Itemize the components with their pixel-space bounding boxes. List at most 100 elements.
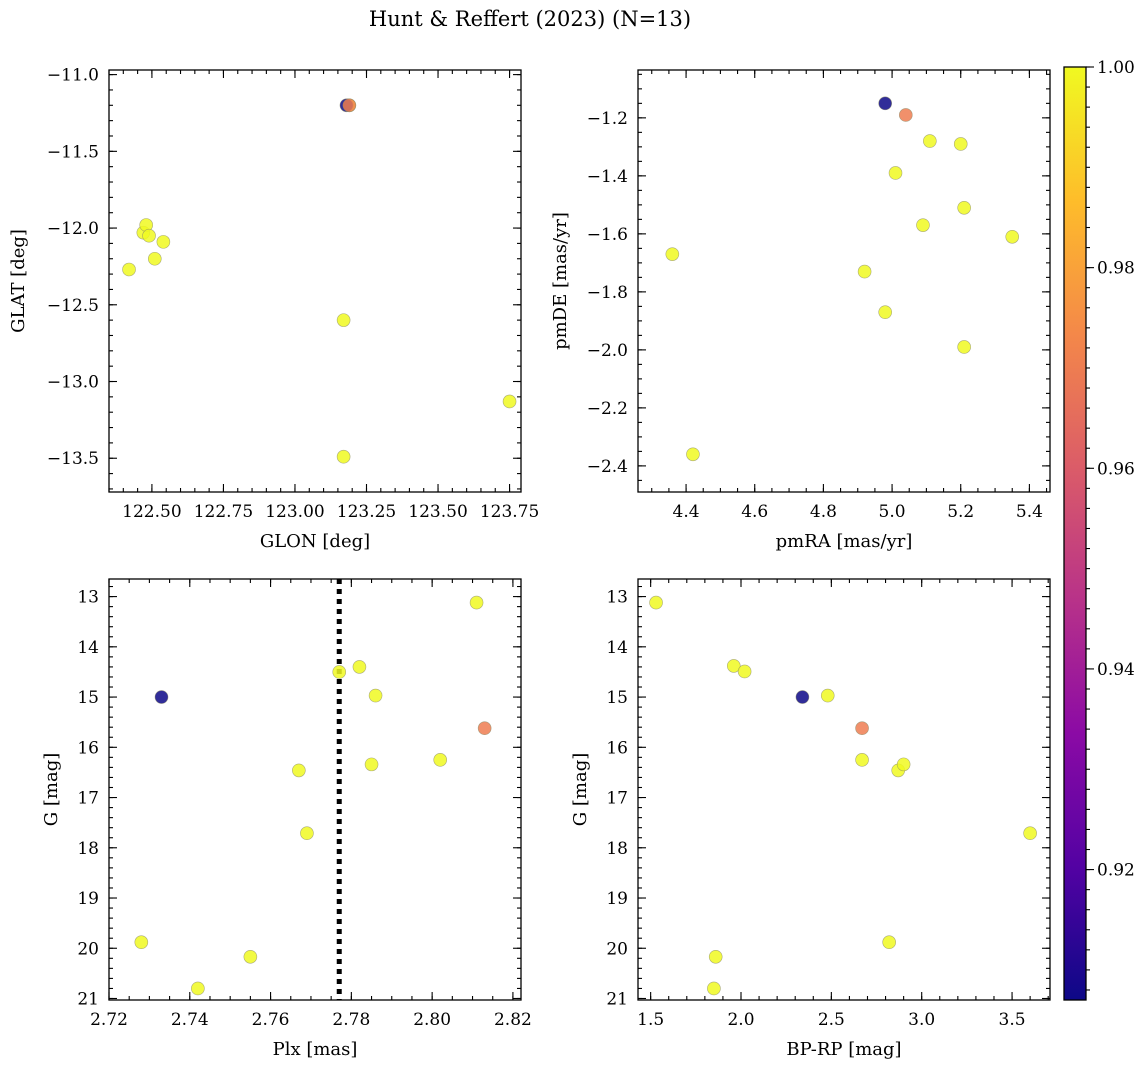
y-axis-label: G [mag] <box>570 753 591 826</box>
axes-frame <box>108 69 522 493</box>
x-axis-label: pmRA [mas/yr] <box>776 531 913 552</box>
y-tick-label: −1.2 <box>587 109 628 129</box>
x-tick-label: 123.75 <box>480 502 539 522</box>
y-tick-label: 21 <box>77 989 99 1009</box>
y-axis-label: pmDE [mas/yr] <box>550 212 571 350</box>
y-tick-label: −1.4 <box>587 167 628 187</box>
y-tick-label: 20 <box>606 939 628 959</box>
figure-title: Hunt & Reffert (2023) (N=13) <box>369 7 691 31</box>
x-tick-label: 1.5 <box>637 1010 664 1030</box>
y-tick-label: 14 <box>77 638 99 658</box>
data-point <box>292 763 306 778</box>
data-point <box>134 935 149 950</box>
colorbar-frame <box>1063 66 1087 1001</box>
data-point <box>502 394 517 409</box>
data-point <box>737 664 752 679</box>
x-tick-label: 2.78 <box>332 1010 370 1030</box>
data-point <box>953 137 968 151</box>
y-tick-label: 14 <box>606 638 628 658</box>
x-axis-label: GLON [deg] <box>260 531 370 552</box>
panel-plx-g: 2.72 2.74 2.76 2.78 2.80 2.82 13 14 15 16 17 18 19 20… <box>41 578 532 1060</box>
data-point <box>707 981 721 996</box>
panel-pmra-pmde: 4.4 4.6 4.8 5.0 5.2 5.4 −1.2 −1.4 −1.6 −1.8 −2.0 −2… <box>550 69 1051 552</box>
y-axis-label: G [mag] <box>41 753 62 826</box>
data-point <box>923 134 937 148</box>
x-tick-label: 2.76 <box>252 1010 290 1030</box>
colorbar-tick-label: 0.98 <box>1097 259 1135 279</box>
y-tick-label: −13.5 <box>47 449 99 469</box>
axes-frame <box>637 69 1051 493</box>
axes-frame <box>637 578 1051 1001</box>
y-tick-label: 16 <box>606 738 628 758</box>
data-point <box>898 108 913 122</box>
x-tick-label: 2.80 <box>413 1010 451 1030</box>
x-tick-label: 123.00 <box>265 502 324 522</box>
x-tick-label: 2.82 <box>494 1010 532 1030</box>
y-tick-label: −12.0 <box>47 219 99 239</box>
colorbar: 0.92 0.94 0.96 0.98 1.00 <box>1063 58 1135 1001</box>
data-point <box>342 98 357 113</box>
data-point <box>857 264 872 279</box>
x-tick-label: 5.0 <box>879 502 906 522</box>
y-tick-label: −13.0 <box>47 373 99 393</box>
data-point <box>726 659 741 673</box>
data-point <box>191 981 205 996</box>
y-tick-label: 17 <box>77 789 99 809</box>
y-tick-label: −12.5 <box>47 296 99 316</box>
x-tick-label: 3.0 <box>908 1010 935 1030</box>
y-tick-label: 15 <box>606 688 628 708</box>
data-point <box>156 235 171 249</box>
y-tick-label: −2.0 <box>587 341 628 361</box>
y-tick-label: −1.8 <box>587 283 628 303</box>
y-tick-label: −1.6 <box>587 225 628 245</box>
y-tick-label: 19 <box>77 889 99 909</box>
data-point <box>957 200 971 215</box>
data-point <box>364 757 379 772</box>
data-point <box>820 688 835 703</box>
y-tick-label: −2.4 <box>587 457 628 477</box>
data-point <box>243 949 258 964</box>
x-tick-label: 122.75 <box>194 502 253 522</box>
x-tick-label: 3.5 <box>999 1010 1026 1030</box>
data-point <box>878 305 893 319</box>
y-tick-label: 13 <box>606 588 628 608</box>
data-point <box>142 228 156 243</box>
y-tick-label: 20 <box>77 939 99 959</box>
data-point <box>336 449 351 464</box>
data-point <box>352 660 367 674</box>
x-tick-label: 5.2 <box>947 502 974 522</box>
data-point <box>433 753 448 767</box>
panel-bprp-g: 1.5 2.0 2.5 3.0 3.5 13 14 15 16 17 18 19 20 21 BP-RP [… <box>570 578 1051 1060</box>
y-tick-label: 21 <box>606 989 628 1009</box>
x-tick-label: 4.6 <box>741 502 768 522</box>
data-point <box>336 313 351 327</box>
y-tick-label: 19 <box>606 889 628 909</box>
x-axis-label: BP-RP [mag] <box>786 1039 901 1060</box>
data-point <box>1005 229 1020 244</box>
x-tick-label: 122.50 <box>122 502 181 522</box>
colorbar-tick-label: 0.92 <box>1097 861 1135 881</box>
data-point <box>300 826 314 841</box>
y-tick-label: 16 <box>77 738 99 758</box>
colorbar-tick-label: 1.00 <box>1097 58 1135 78</box>
data-point <box>154 690 169 704</box>
data-point <box>882 935 896 950</box>
data-point <box>855 753 869 767</box>
colorbar-gradient <box>1064 67 1086 1000</box>
data-point <box>855 721 869 736</box>
data-point <box>896 757 911 772</box>
data-point <box>469 595 484 610</box>
data-point <box>708 949 723 964</box>
data-point <box>878 96 893 111</box>
data-point <box>686 447 700 462</box>
x-tick-label: 2.74 <box>171 1010 209 1030</box>
data-point <box>147 251 162 266</box>
data-point <box>665 247 680 261</box>
data-point <box>795 690 810 704</box>
x-tick-label: 4.8 <box>810 502 837 522</box>
data-point <box>477 721 492 736</box>
x-tick-label: 123.25 <box>337 502 396 522</box>
data-point <box>957 340 971 354</box>
y-axis-label: GLAT [deg] <box>8 229 29 333</box>
data-point <box>916 218 930 232</box>
